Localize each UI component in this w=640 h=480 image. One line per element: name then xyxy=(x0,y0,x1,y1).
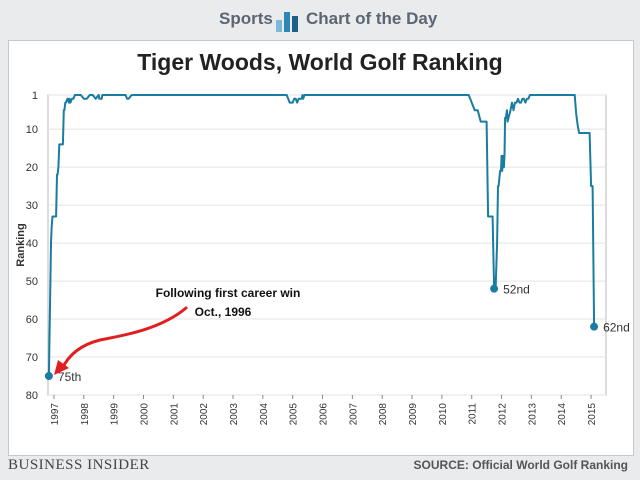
y-tick-label: 50 xyxy=(26,276,38,288)
banner: Sports Chart of the Day xyxy=(0,0,640,42)
x-tick-label: 2009 xyxy=(408,403,419,426)
annotation-arrowhead xyxy=(54,360,69,375)
x-tick-label: 2001 xyxy=(169,403,180,426)
y-tick-label: 10 xyxy=(26,124,38,136)
y-tick-label: 60 xyxy=(26,314,38,326)
y-tick-label: 40 xyxy=(26,238,38,250)
x-tick-label: 2004 xyxy=(259,403,270,426)
x-tick-label: 2011 xyxy=(468,403,479,425)
y-tick-label: 80 xyxy=(26,390,38,402)
banner-title: Chart of the Day xyxy=(306,9,438,28)
x-tick-label: 2014 xyxy=(557,403,568,426)
y-tick-label: 20 xyxy=(26,162,38,174)
x-tick-label: 1997 xyxy=(50,403,61,426)
chart-title: Tiger Woods, World Golf Ranking xyxy=(137,49,503,75)
y-tick-label: 70 xyxy=(26,352,38,364)
x-tick-label: 2013 xyxy=(527,403,538,426)
y-tick-label: 30 xyxy=(26,200,38,212)
annotation-line-2: Oct., 1996 xyxy=(195,305,252,319)
bar-chart-icon xyxy=(276,12,298,32)
y-tick-label: 1 xyxy=(32,90,38,102)
y-axis-title: Ranking xyxy=(15,223,27,266)
data-point-label: 75th xyxy=(58,370,81,384)
annotation-line-1: Following first career win xyxy=(156,286,301,300)
data-point-label: 62nd xyxy=(603,321,630,335)
x-tick-label: 2010 xyxy=(438,403,449,426)
x-tick-label: 1999 xyxy=(110,403,121,426)
annotation-arrow xyxy=(60,306,188,371)
ranking-series-line xyxy=(47,94,596,377)
x-tick-label: 1998 xyxy=(80,403,91,426)
brand-logo: BUSINESS INSIDER xyxy=(8,457,150,473)
data-point-marker xyxy=(44,372,53,381)
x-tick-label: 2012 xyxy=(498,403,509,426)
source-note: SOURCE: Official World Golf Ranking xyxy=(413,458,628,472)
x-tick-label: 2000 xyxy=(139,403,150,426)
x-tick-label: 2006 xyxy=(319,403,330,426)
x-tick-label: 2003 xyxy=(229,403,240,426)
chart-panel xyxy=(8,40,634,456)
x-tick-label: 2007 xyxy=(348,403,359,426)
banner-section-label: Sports xyxy=(219,9,273,28)
data-point-label: 52nd xyxy=(503,283,530,297)
data-point-marker xyxy=(590,322,599,331)
x-tick-label: 2005 xyxy=(289,403,300,426)
x-tick-label: 2008 xyxy=(378,403,389,426)
x-tick-label: 2015 xyxy=(587,403,598,426)
x-tick-label: 2002 xyxy=(199,403,210,426)
plot-frame xyxy=(47,94,607,396)
data-point-marker xyxy=(490,284,499,293)
